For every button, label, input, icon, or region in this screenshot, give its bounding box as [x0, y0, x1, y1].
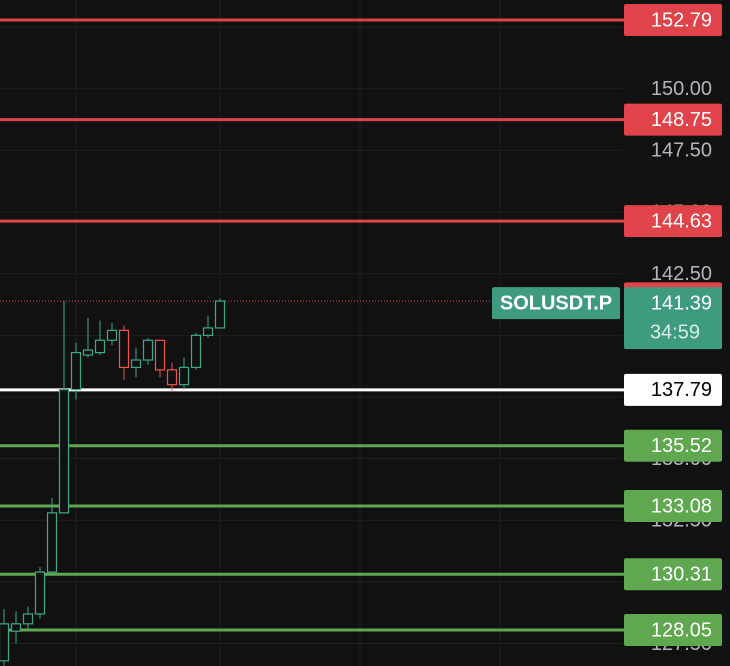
y-tick-label: 150.00	[651, 78, 712, 100]
symbol-tag	[492, 287, 620, 320]
candle-body	[0, 623, 10, 662]
candle-body	[82, 349, 94, 356]
y-tick-label: 142.50	[651, 263, 712, 285]
y-tick-label: 147.50	[651, 140, 712, 162]
level-tag	[624, 558, 722, 591]
candle-body	[94, 339, 106, 354]
candle-body	[166, 369, 178, 386]
candle-body	[202, 327, 214, 336]
candle-body	[118, 329, 130, 368]
candle-body	[70, 352, 82, 391]
candle-body	[58, 388, 70, 514]
vertical-grid	[75, 0, 501, 666]
level-tag-label: 130.31	[651, 564, 712, 586]
last-price-tag	[624, 287, 722, 350]
level-tag	[624, 205, 722, 238]
candle-body	[154, 339, 166, 371]
candle-body	[142, 339, 154, 361]
candle-body	[190, 334, 202, 368]
level-tag-label: 137.79	[651, 379, 712, 401]
level-tag	[624, 3, 722, 36]
candle-body	[10, 623, 22, 632]
candle-body	[106, 329, 118, 341]
candle-body	[214, 300, 226, 329]
level-tag-label: 148.75	[651, 109, 712, 131]
level-tag-label: 128.05	[651, 619, 712, 641]
level-tag-label: 144.63	[651, 210, 712, 232]
level-tag	[624, 103, 722, 136]
candle-body	[34, 571, 46, 615]
candle-body	[22, 613, 34, 625]
level-tag-label: 135.52	[651, 435, 712, 457]
candle-body	[130, 359, 142, 368]
countdown-label: 34:59	[650, 321, 700, 343]
level-tag-label: 133.08	[651, 495, 712, 517]
level-tag-label: 152.79	[651, 9, 712, 31]
level-tag	[624, 489, 722, 522]
level-tag	[624, 429, 722, 462]
candle-body	[46, 512, 58, 573]
level-tag	[624, 614, 722, 646]
last-price-label: 141.39	[651, 292, 712, 314]
candle-body	[178, 366, 190, 386]
symbol-label: SOLUSDT.P	[500, 292, 612, 314]
level-tag	[624, 373, 722, 406]
